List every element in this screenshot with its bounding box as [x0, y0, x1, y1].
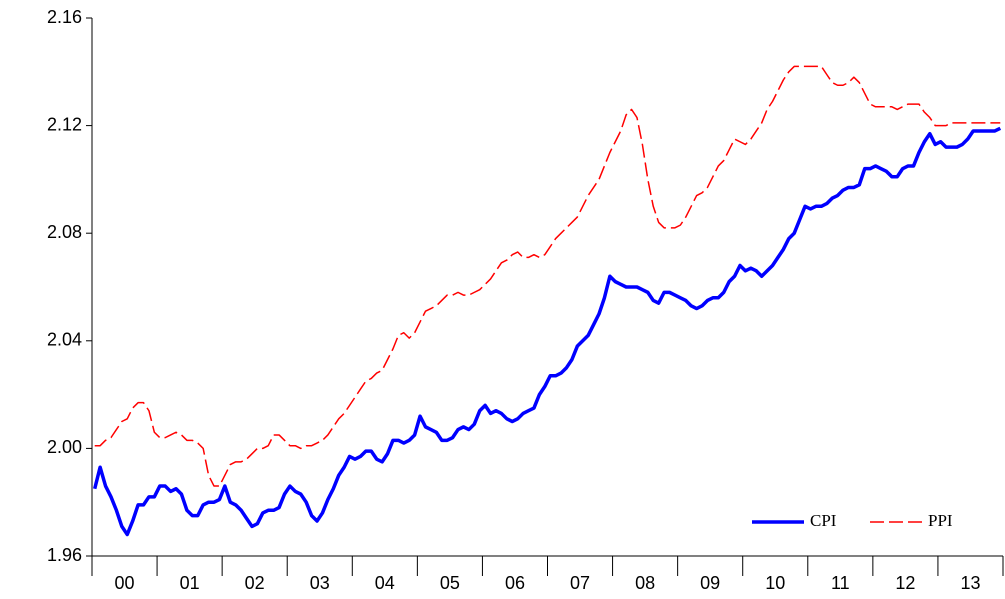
- x-tick-label: 10: [765, 573, 785, 593]
- x-tick-label: 12: [895, 573, 915, 593]
- x-tick-label: 00: [115, 573, 135, 593]
- y-tick-label: 1.96: [47, 545, 82, 565]
- x-tick-label: 13: [960, 573, 980, 593]
- x-tick-label: 09: [700, 573, 720, 593]
- y-tick-label: 2.16: [47, 7, 82, 27]
- x-tick-label: 01: [180, 573, 200, 593]
- x-tick-label: 04: [375, 573, 395, 593]
- y-tick-label: 2.08: [47, 222, 82, 242]
- x-tick-label: 03: [310, 573, 330, 593]
- x-tick-label: 06: [505, 573, 525, 593]
- x-tick-label: 02: [245, 573, 265, 593]
- legend-label: CPI: [810, 511, 837, 530]
- x-tick-label: 05: [440, 573, 460, 593]
- x-tick-label: 11: [831, 573, 850, 593]
- x-tick-label: 07: [570, 573, 590, 593]
- y-tick-label: 2.12: [47, 114, 82, 134]
- legend-label: PPI: [928, 511, 953, 530]
- series-line: [93, 126, 1002, 537]
- x-tick-label: 08: [635, 573, 655, 593]
- y-tick-label: 2.04: [47, 330, 82, 350]
- y-tick-label: 2.00: [47, 437, 82, 457]
- series-line: [94, 65, 1001, 487]
